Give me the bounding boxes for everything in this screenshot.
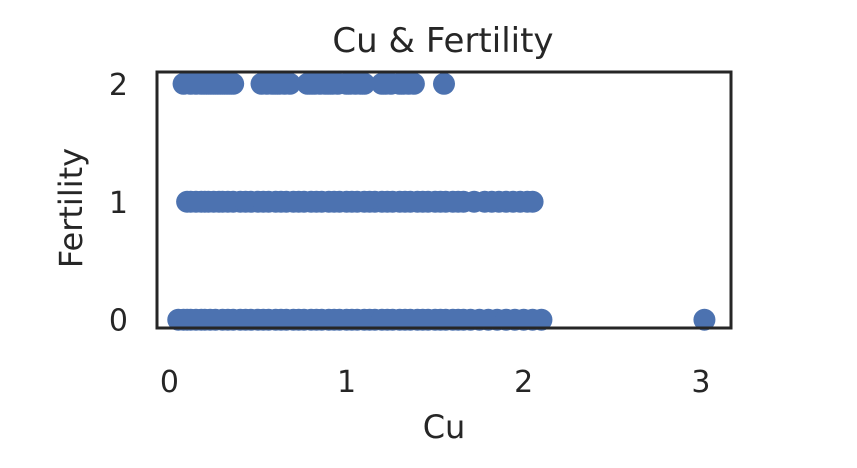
scatter-point bbox=[521, 190, 544, 213]
x-axis-ticks: 0 1 2 3 bbox=[160, 365, 711, 400]
x-tick-label: 0 bbox=[160, 365, 179, 400]
points-layer bbox=[167, 72, 716, 331]
scatter-point bbox=[353, 72, 376, 95]
y-axis-ticks: 0 1 2 bbox=[109, 68, 128, 339]
scatter-point bbox=[402, 72, 425, 95]
scatter-point bbox=[222, 72, 245, 95]
plot-frame bbox=[155, 70, 733, 330]
scatter-point bbox=[278, 72, 301, 95]
scatter-point bbox=[693, 308, 716, 331]
x-tick-label: 2 bbox=[514, 365, 533, 400]
x-tick-label: 1 bbox=[337, 365, 356, 400]
y-tick-label: 1 bbox=[109, 186, 128, 221]
y-tick-label: 2 bbox=[109, 68, 128, 103]
y-axis-label: Fertility bbox=[52, 148, 90, 268]
chart-title: Cu & Fertility bbox=[332, 21, 553, 61]
scatter-point bbox=[530, 308, 553, 331]
scatter-point bbox=[433, 72, 455, 95]
x-tick-label: 3 bbox=[691, 365, 710, 400]
y-tick-label: 0 bbox=[109, 304, 128, 339]
x-axis-label: Cu bbox=[423, 408, 466, 446]
